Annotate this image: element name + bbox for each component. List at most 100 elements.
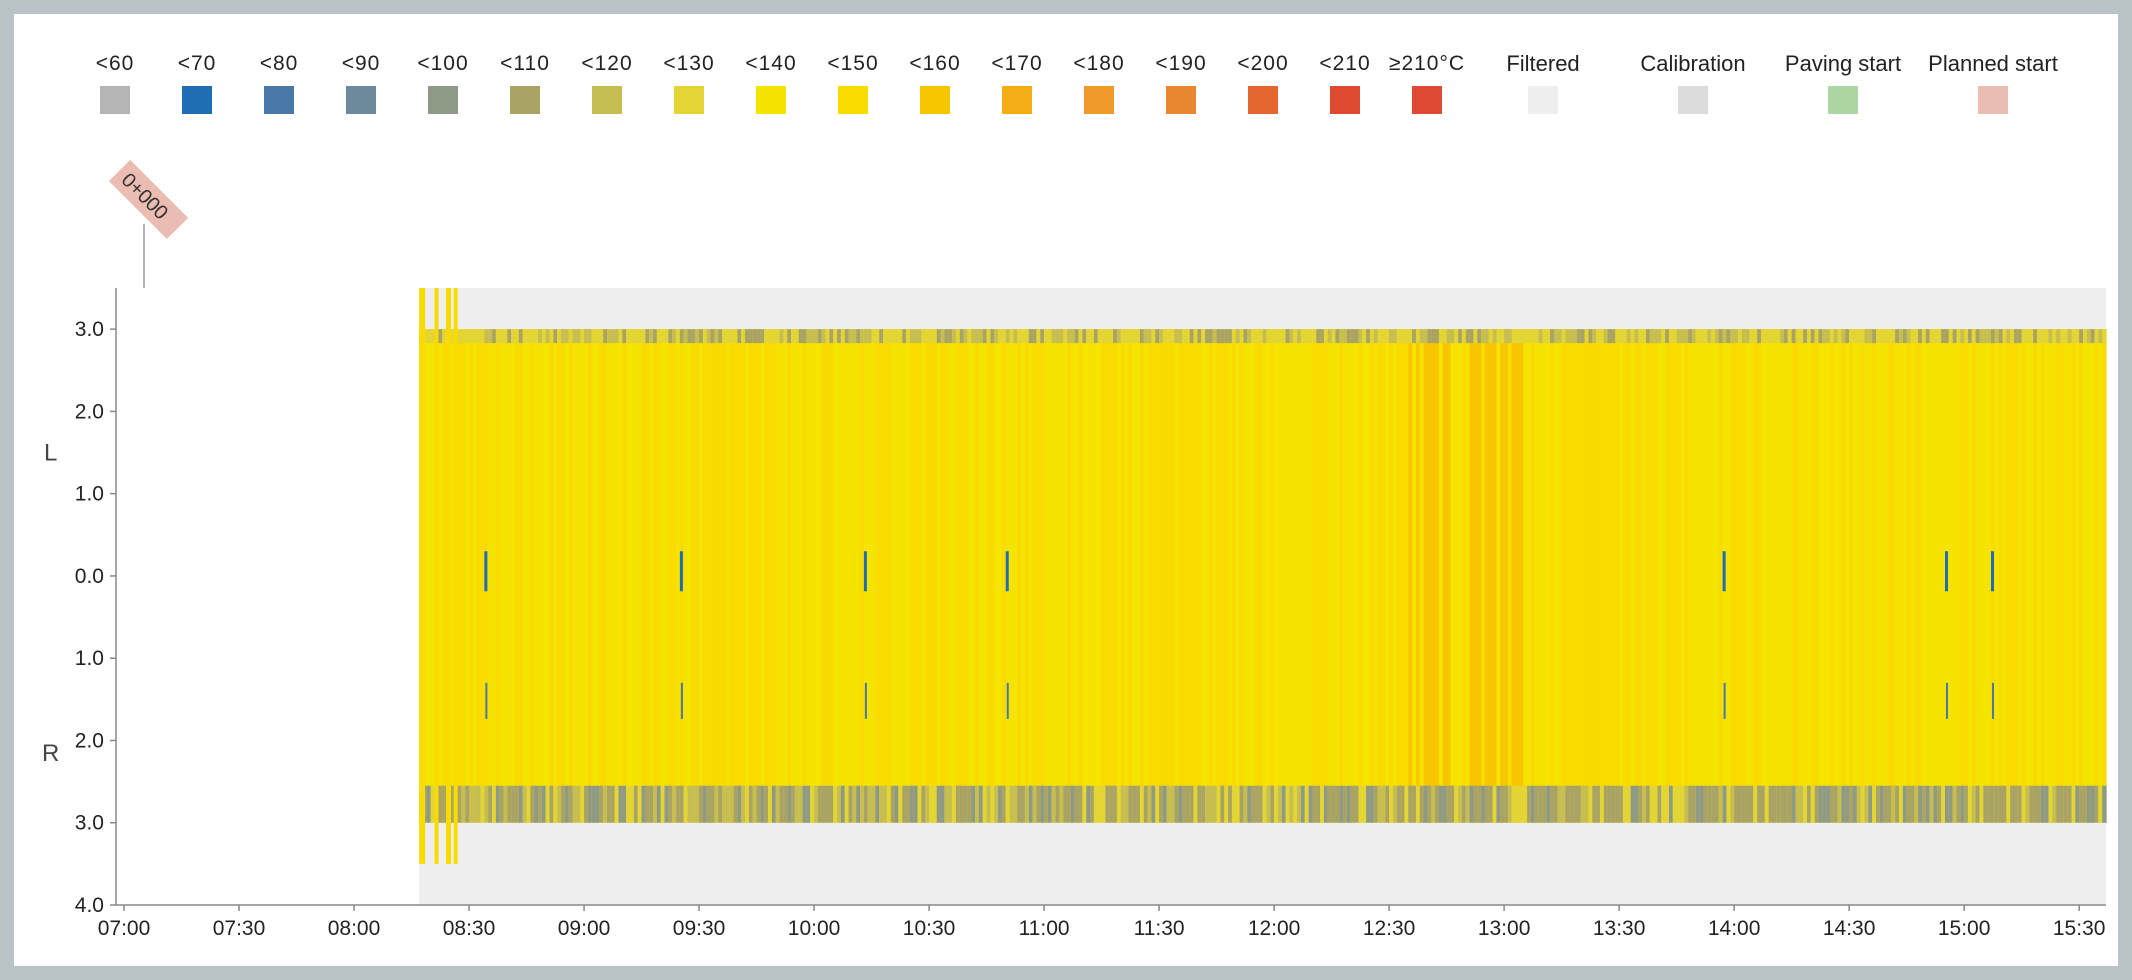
heat-column xyxy=(541,329,547,823)
heat-edge-top xyxy=(1557,329,1563,344)
heat-edge-top xyxy=(856,329,861,344)
heat-edge-top xyxy=(1948,329,1954,344)
heat-column xyxy=(952,329,957,823)
heat-column xyxy=(1864,329,1869,823)
heat-edge-bottom xyxy=(1745,785,1751,823)
heat-edge-bottom xyxy=(1592,785,1597,823)
legend-swatch xyxy=(1528,86,1558,114)
heat-column xyxy=(1933,329,1938,823)
heat-edge-top xyxy=(2067,329,2073,344)
heat-edge-top xyxy=(840,329,846,344)
heat-edge-top xyxy=(1415,329,1421,344)
heat-edge-bottom xyxy=(706,785,712,823)
heat-edge-top xyxy=(633,329,639,344)
heat-edge-top xyxy=(495,329,501,344)
heat-edge-bottom xyxy=(1964,785,1969,823)
heat-edge-top xyxy=(1929,329,1935,344)
heat-edge-bottom xyxy=(971,785,976,823)
heat-column xyxy=(1580,329,1586,823)
heat-edge-top xyxy=(1737,329,1743,344)
heat-edge-bottom xyxy=(1435,785,1440,823)
heat-edge-bottom xyxy=(687,785,692,823)
heat-edge-bottom xyxy=(1442,785,1448,823)
heat-column xyxy=(1201,329,1206,823)
heat-edge-bottom xyxy=(1603,785,1609,823)
heat-edge-top xyxy=(1078,329,1084,344)
heat-edge-bottom xyxy=(1362,785,1367,823)
heat-edge-bottom xyxy=(1868,785,1873,823)
heat-edge-top xyxy=(1584,329,1590,344)
heat-edge-top xyxy=(1960,329,1965,344)
heat-column xyxy=(898,329,903,823)
heat-edge-bottom xyxy=(1266,785,1271,823)
heat-edge-bottom xyxy=(1358,785,1363,823)
heat-edge-top xyxy=(771,329,777,344)
heat-edge-top xyxy=(1143,329,1149,344)
heat-edge-bottom xyxy=(1852,785,1858,823)
heat-edge-bottom xyxy=(1814,785,1820,823)
heat-column xyxy=(982,329,988,823)
heat-edge-top xyxy=(1308,329,1314,344)
heat-edge-bottom xyxy=(1979,785,1984,823)
heat-column xyxy=(1983,329,1988,823)
heat-edge-bottom xyxy=(1734,785,1739,823)
heat-edge-top xyxy=(1189,329,1195,344)
heat-column xyxy=(1162,329,1168,823)
heat-edge-top xyxy=(810,329,815,344)
heat-column xyxy=(1530,329,1536,823)
heat-edge-top xyxy=(913,329,919,344)
heat-edge-bottom xyxy=(2010,785,2015,823)
heat-edge-top xyxy=(553,329,558,344)
heat-edge-top xyxy=(982,329,988,344)
y-side-label-left: L xyxy=(44,440,57,467)
legend-bin-15: <210 xyxy=(1304,50,1386,114)
heat-edge-top xyxy=(775,329,781,344)
heat-edge-bottom xyxy=(1872,785,1877,823)
heat-column xyxy=(1270,329,1275,823)
heat-column xyxy=(1074,329,1080,823)
heat-column xyxy=(1481,329,1486,823)
heat-column xyxy=(791,329,796,823)
heat-edge-top xyxy=(572,329,577,344)
heat-edge-bottom xyxy=(1465,785,1471,823)
heat-edge-top xyxy=(779,329,784,344)
heat-edge-bottom xyxy=(1389,785,1394,823)
heat-edge-top xyxy=(1013,329,1018,344)
heat-column xyxy=(1665,329,1670,823)
heat-column xyxy=(1810,329,1816,823)
heat-edge-top xyxy=(768,329,773,344)
heat-column xyxy=(2021,329,2027,823)
heat-column xyxy=(1584,329,1590,823)
heat-edge-top xyxy=(1726,329,1731,344)
heat-edge-top xyxy=(1868,329,1873,344)
heat-edge-top xyxy=(1580,329,1586,344)
heat-column xyxy=(967,329,972,823)
filtered-band-bottom xyxy=(419,822,2106,905)
heat-column xyxy=(860,329,865,823)
heat-edge-bottom xyxy=(1504,785,1509,823)
heat-edge-top xyxy=(1293,329,1298,344)
heat-edge-bottom xyxy=(610,785,616,823)
heat-edge-bottom xyxy=(1542,785,1547,823)
heat-column xyxy=(1473,329,1478,823)
heat-column xyxy=(664,329,669,823)
heat-edge-top xyxy=(1067,329,1072,344)
heat-edge-bottom xyxy=(1565,785,1570,823)
heat-edge-top xyxy=(2094,329,2099,344)
heat-column xyxy=(994,329,999,823)
heat-edge-bottom xyxy=(967,785,972,823)
heat-edge-bottom xyxy=(1879,785,1885,823)
heat-column xyxy=(507,329,512,823)
heat-edge-top xyxy=(1676,329,1682,344)
heat-edge-top xyxy=(745,329,750,344)
legend-swatch xyxy=(1330,86,1360,114)
heat-edge-bottom xyxy=(699,785,704,823)
heat-column xyxy=(1768,329,1774,823)
heat-edge-bottom xyxy=(1412,785,1417,823)
heat-column xyxy=(1243,329,1248,823)
heat-column xyxy=(1442,329,1448,823)
heat-column xyxy=(457,329,462,823)
heat-edge-bottom xyxy=(710,785,715,823)
heat-edge-bottom xyxy=(2029,785,2034,823)
heat-edge-bottom xyxy=(718,785,723,823)
